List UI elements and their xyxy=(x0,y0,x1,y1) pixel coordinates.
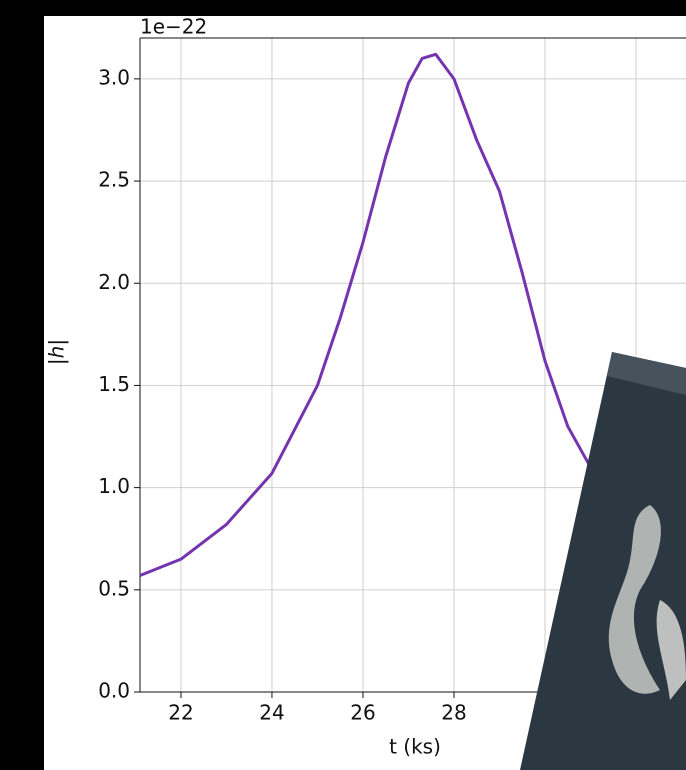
y-axis-label: |h| xyxy=(45,339,69,365)
y-tick-label: 1.5 xyxy=(98,372,130,396)
x-tick-label: 24 xyxy=(259,701,284,725)
y-tick-label: 2.5 xyxy=(98,168,130,192)
chart: 0.00.51.01.52.02.53.0222426283032 1e−22 … xyxy=(0,0,686,770)
y-tick-label: 2.0 xyxy=(98,270,130,294)
x-tick-label: 22 xyxy=(168,701,193,725)
y-tick-label: 0.0 xyxy=(98,679,130,703)
y-tick-label: 1.0 xyxy=(98,474,130,498)
x-tick-label: 26 xyxy=(350,701,375,725)
x-axis-label: t (ks) xyxy=(389,735,441,759)
offset-label: 1e−22 xyxy=(140,15,207,39)
page: {"chart_data": {"type": "line", "offset_… xyxy=(0,0,686,770)
x-tick-label: 28 xyxy=(441,701,466,725)
y-tick-label: 3.0 xyxy=(98,65,130,89)
y-tick-label: 0.5 xyxy=(98,576,130,600)
